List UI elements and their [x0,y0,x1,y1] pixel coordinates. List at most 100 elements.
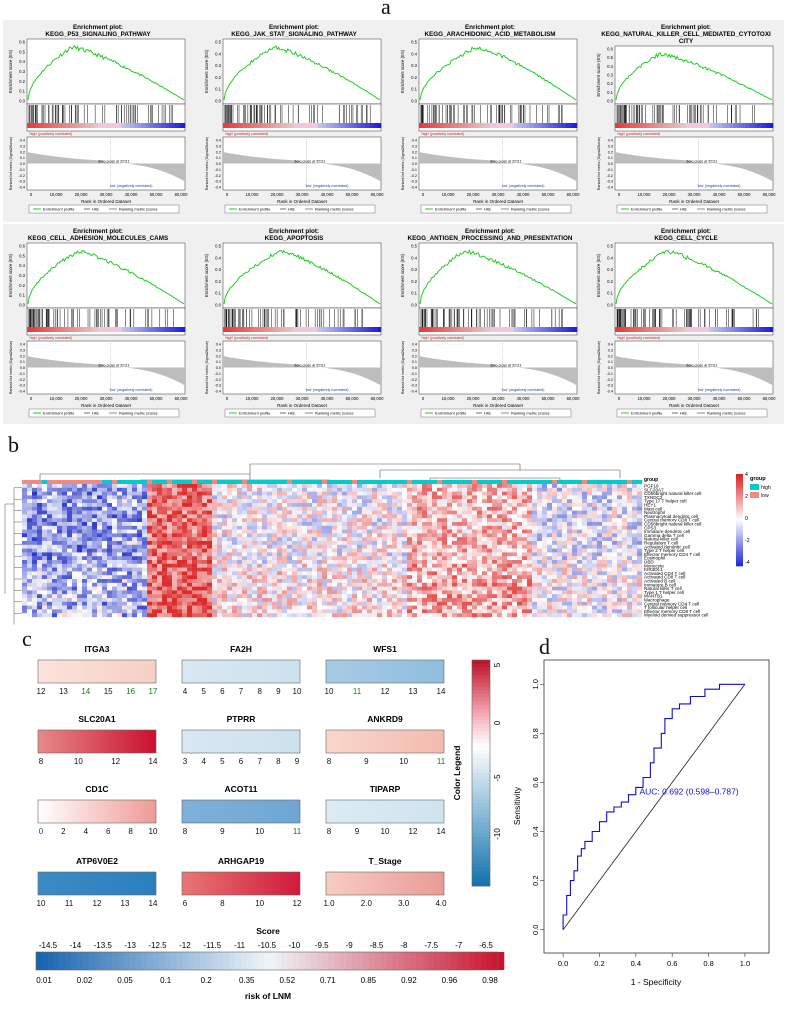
heatmap-cell [622,552,627,556]
rank-ytick: -0.2 [214,378,221,382]
group-annotation-cell [627,480,632,484]
rank-color-bar [173,123,177,128]
heatmap-cell [507,526,512,530]
heatmap-cell [622,514,627,518]
gsea-title-prefix: Enrichment plot: [661,24,711,31]
heatmap-cell [337,533,342,537]
rank-color-bar [334,327,338,332]
heatmap-cell [382,518,387,522]
es-ytick: 0.2 [411,279,417,284]
heatmap-cell [452,522,457,526]
heatmap-cell [512,545,517,549]
heatmap-cell [577,590,582,594]
heatmap-cell [452,549,457,553]
heatmap-cell [252,495,257,499]
heatmap-cell [297,511,302,515]
heatmap-cell [562,568,567,572]
legend-rank-label: Ranking metric scores [119,411,158,416]
heatmap-cell [392,507,397,511]
heatmap-cell [127,541,132,545]
rank-ytick: -0.1 [606,372,613,376]
heatmap-cell [342,583,347,587]
es-ytick: 0.5 [607,55,613,60]
heatmap-cell [32,583,37,587]
heatmap-cell [207,526,212,530]
heatmap-cell [172,568,177,572]
heatmap-cell [57,511,62,515]
heatmap-cell [457,495,462,499]
heatmap-cell [607,507,612,511]
heatmap-cell [522,522,527,526]
heatmap-cell [242,522,247,526]
heatmap-cell [237,526,242,530]
rank-xtick: 20,000 [467,192,480,197]
heatmap-cell [192,484,197,488]
heatmap-cell [122,552,127,556]
heatmap-cell [337,575,342,579]
heatmap-cell [427,503,432,507]
panel-letter-d: d [539,634,550,660]
pos-corr-label: 'high' (positively correlated) [225,336,268,340]
heatmap-cell [437,560,442,564]
heatmap-cell [307,579,312,583]
heatmap-cell [537,522,542,526]
rank-color-bar [565,123,569,128]
heatmap-cell [372,571,377,575]
heatmap-cell [317,533,322,537]
heatmap-cell [72,495,77,499]
heatmap-cell [507,556,512,560]
heatmap-cell [607,484,612,488]
rank-xtick: 30,000 [296,396,309,401]
heatmap-cell [502,552,507,556]
heatmap-cell [87,575,92,579]
heatmap-cell [252,552,257,556]
heatmap-cell [102,556,107,560]
heatmap-cell [272,492,277,496]
heatmap-cell [632,537,637,541]
legend-es-label: Enrichment profile [631,411,662,416]
heatmap-cell [177,484,182,488]
heatmap-cell [487,533,492,537]
heatmap-cell [42,507,47,511]
group-annotation-cell [327,480,332,484]
rank-color-bar [698,123,702,128]
heatmap-cell [572,522,577,526]
rank-color-bar [239,123,243,128]
heatmap-cell [452,507,457,511]
heatmap-cell [287,541,292,545]
heatmap-cell [262,549,267,553]
heatmap-cell [622,590,627,594]
heatmap-cell [82,503,87,507]
group-annotation-cell [632,480,637,484]
heatmap-cell [137,503,142,507]
rank-ytick: 0.0 [216,162,221,166]
heatmap-cell [392,526,397,530]
heatmap-cell [497,526,502,530]
rank-color-bar [373,327,377,332]
heatmap-cell [562,537,567,541]
heatmap-cell [92,579,97,583]
rank-xtick: 0 [618,396,621,401]
heatmap-cell [587,587,592,591]
heatmap-cell [422,552,427,556]
heatmap-cell [247,495,252,499]
heatmap-cell [302,503,307,507]
heatmap-cell [97,583,102,587]
rank-color-bar [142,123,146,128]
rank-color-bar [263,327,267,332]
heatmap-cell [107,575,112,579]
group-annotation-cell [372,480,377,484]
heatmap-cell [97,492,102,496]
heatmap-cell [67,511,72,515]
heatmap-cell [47,537,52,541]
heatmap-cell [132,514,137,518]
rank-color-bar [231,327,235,332]
rank-color-bar [302,123,306,128]
heatmap-cell [107,514,112,518]
heatmap-cell [562,488,567,492]
heatmap-cell [512,575,517,579]
rank-color-bar [722,327,726,332]
heatmap-cell [262,579,267,583]
heatmap-cell [297,571,302,575]
heatmap-cell [437,499,442,503]
